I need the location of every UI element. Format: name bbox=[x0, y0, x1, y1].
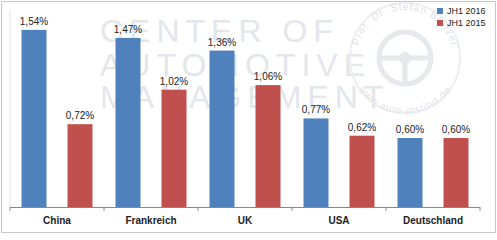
emblem-text-path: Prof. Dr. Stefan Bratzel bbox=[350, 1, 460, 47]
bar bbox=[116, 38, 141, 207]
data-label: 1,02% bbox=[160, 76, 188, 87]
chart-frame bbox=[2, 2, 496, 233]
bar bbox=[210, 51, 235, 207]
data-label: 0,72% bbox=[66, 110, 94, 121]
bar bbox=[162, 90, 187, 207]
legend-label: JH1 2016 bbox=[447, 6, 486, 16]
bar bbox=[304, 118, 329, 207]
chart: CENTER OFAUTOMOTIVEMANAGEMENTProf. Dr. S… bbox=[0, 0, 497, 240]
x-tick bbox=[198, 207, 199, 211]
bar bbox=[444, 138, 469, 207]
x-tick-label: USA bbox=[328, 215, 349, 226]
bar bbox=[398, 138, 423, 207]
emblem-text: www.auto-institut.de bbox=[356, 83, 453, 116]
bar bbox=[22, 30, 47, 207]
data-label: 0,62% bbox=[348, 122, 376, 133]
bar bbox=[350, 136, 375, 207]
legend: JH1 2016 JH1 2015 bbox=[437, 6, 486, 28]
data-label: 1,36% bbox=[208, 37, 236, 48]
emblem-wheel bbox=[379, 32, 431, 84]
x-tick-label: Deutschland bbox=[403, 215, 463, 226]
legend-swatch bbox=[437, 20, 443, 26]
data-label: 1,47% bbox=[114, 24, 142, 35]
bar bbox=[68, 124, 93, 207]
emblem-text: Prof. Dr. Stefan Bratzel bbox=[350, 1, 460, 47]
x-tick bbox=[292, 207, 293, 211]
watermark-text: AUTOMOTIVE bbox=[100, 47, 371, 83]
data-label: 1,06% bbox=[254, 71, 282, 82]
emblem-text-path: www.auto-institut.de bbox=[356, 83, 453, 116]
x-tick bbox=[104, 207, 105, 211]
x-tick bbox=[10, 207, 11, 211]
legend-swatch bbox=[437, 8, 443, 14]
watermark-text: MANAGEMENT bbox=[100, 79, 389, 115]
data-label: 0,77% bbox=[302, 104, 330, 115]
emblem-spokes bbox=[379, 58, 431, 84]
x-tick bbox=[480, 207, 481, 211]
x-tick-label: China bbox=[43, 215, 71, 226]
bar bbox=[256, 85, 281, 207]
y-axis-line bbox=[10, 12, 11, 208]
data-labels: 1,54% 1,47% 1,36% 0,77% 0,60% 0,72% 1,02% 1,06%… bbox=[20, 16, 470, 135]
data-label: 0,60% bbox=[442, 124, 470, 135]
data-label: 0,60% bbox=[396, 124, 424, 135]
x-tick-label: Frankreich bbox=[125, 215, 176, 226]
x-tick bbox=[386, 207, 387, 211]
legend-label: JH1 2015 bbox=[447, 18, 486, 28]
x-axis-line bbox=[10, 207, 480, 208]
bars bbox=[22, 30, 469, 207]
x-tick-label: UK bbox=[238, 215, 253, 226]
data-label: 1,54% bbox=[20, 16, 48, 27]
